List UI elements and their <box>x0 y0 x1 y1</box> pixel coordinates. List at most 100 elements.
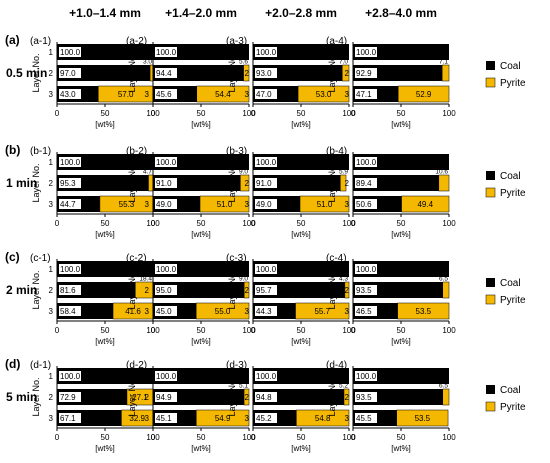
coal-value-box <box>355 392 377 402</box>
y-tick-label: 1 <box>245 372 250 381</box>
x-tick-label: 50 <box>297 433 306 442</box>
panel-label: (b-4) <box>326 146 347 157</box>
coal-value-label: 93.5 <box>356 393 372 402</box>
y-tick-label: 1 <box>145 48 150 57</box>
coal-value-box <box>355 413 377 423</box>
x-axis-label: [wt%] <box>391 337 411 346</box>
panel-label: (b-3) <box>226 146 247 157</box>
coal-value-box <box>59 199 81 209</box>
pyrite-value-label: 54.9 <box>215 414 231 423</box>
panel-b-4: (b-4) 100.0 1 89.4 10.6 2 50.6 49.4 3 0 50 100 [wt%]… <box>326 146 456 239</box>
column-title-4: +2.8–4.0 mm <box>365 6 437 20</box>
legend-pyrite-label: Pyrite <box>500 402 526 413</box>
x-tick-label: 100 <box>146 326 160 335</box>
coal-value-box <box>255 47 277 57</box>
coal-value-box <box>355 68 377 78</box>
x-tick-label: 100 <box>146 109 160 118</box>
coal-value-label: 100.0 <box>156 48 177 57</box>
coal-value-label: 46.5 <box>356 307 372 316</box>
x-tick-label: 50 <box>397 109 406 118</box>
y-axis-label: Layer No. <box>227 270 237 309</box>
coal-value-box <box>355 178 377 188</box>
pyrite-bar <box>199 195 250 213</box>
y-tick-label: 2 <box>245 393 250 402</box>
pyrite-value-label: 4.3 <box>339 276 348 283</box>
x-axis-label: [wt%] <box>291 337 311 346</box>
x-tick-label: 100 <box>342 219 356 228</box>
pyrite-value-label: 51.0 <box>217 200 233 209</box>
y-tick-label: 1 <box>145 265 150 274</box>
coal-value-box <box>155 47 177 57</box>
pyrite-value-label: 53.5 <box>415 414 431 423</box>
coal-value-label: 45.1 <box>156 414 172 423</box>
panel-a-3: (a-3) 100.0 1 93.0 7.0 2 47.0 53.0 3 0 50 100 [wt%] L… <box>226 36 356 129</box>
y-tick-label: 2 <box>345 286 350 295</box>
x-tick-label: 50 <box>397 219 406 228</box>
panel-label: (b-1) <box>30 146 51 157</box>
coal-value-box <box>255 68 277 78</box>
coal-value-box <box>255 264 277 274</box>
pyrite-value-label: 27.1 <box>132 393 148 402</box>
y-tick-label: 3 <box>49 200 54 209</box>
pyrite-value-label: 51.0 <box>317 200 333 209</box>
coal-value-box <box>255 285 277 295</box>
legend-4: Coal Pyrite <box>485 385 526 413</box>
row-letter-3: (c) <box>5 250 20 264</box>
pyrite-value-label: 5.9 <box>339 169 348 176</box>
y-tick-label: 2 <box>49 286 54 295</box>
y-tick-label: 2 <box>145 393 150 402</box>
pyrite-bar <box>296 409 350 427</box>
column-title-2: +1.4–2.0 mm <box>165 6 237 20</box>
coal-value-label: 100.0 <box>356 158 377 167</box>
pyrite-bar <box>243 64 250 82</box>
y-tick-label: 2 <box>49 69 54 78</box>
coal-value-box <box>355 47 377 57</box>
coal-value-box <box>355 157 377 167</box>
pyrite-value-label: 57.0 <box>118 90 134 99</box>
coal-value-box <box>59 264 81 274</box>
panel-c-1: (c-1) 100.0 1 81.6 18.4 2 58.4 41.6 3 0 50 100 [wt%]… <box>30 253 160 346</box>
y-tick-label: 2 <box>49 393 54 402</box>
coal-value-label: 95.3 <box>60 179 76 188</box>
row-time-2: 1 min <box>6 176 37 190</box>
x-axis-label: [wt%] <box>191 120 211 129</box>
pyrite-value-label: 5.2 <box>339 383 348 390</box>
y-tick-label: 1 <box>49 48 54 57</box>
panel-label: (a-1) <box>30 36 51 47</box>
panel-b-3: (b-3) 100.0 1 91.0 5.9 2 49.0 51.0 3 0 50 100 [wt%] L… <box>226 146 356 239</box>
y-axis-label: Layer No. <box>31 163 41 202</box>
coal-value-box <box>355 371 377 381</box>
pyrite-bar <box>397 85 450 103</box>
panel-label: (d-1) <box>30 360 51 371</box>
coal-value-label: 100.0 <box>356 372 377 381</box>
pyrite-bar <box>401 195 450 213</box>
pyrite-value-label: 55.3 <box>119 200 135 209</box>
legend-coal-swatch <box>486 171 495 180</box>
y-tick-label: 2 <box>345 393 350 402</box>
y-tick-label: 3 <box>49 414 54 423</box>
coal-value-box <box>59 371 81 381</box>
x-axis-label: [wt%] <box>291 230 311 239</box>
y-axis-label: Layer No. <box>127 377 137 416</box>
pyrite-value-label: 6.5 <box>439 383 448 390</box>
coal-value-label: 44.7 <box>60 200 76 209</box>
y-tick-label: 3 <box>345 90 350 99</box>
pyrite-value-label: 5.1 <box>239 383 248 390</box>
coal-value-label: 100.0 <box>256 158 277 167</box>
pyrite-value-label: 49.4 <box>417 200 433 209</box>
x-tick-label: 50 <box>297 109 306 118</box>
legend-3: Coal Pyrite <box>485 278 526 306</box>
x-tick-label: 0 <box>55 109 60 118</box>
coal-value-box <box>155 285 177 295</box>
row-letter-1: (a) <box>5 33 20 47</box>
x-tick-label: 100 <box>146 219 160 228</box>
pyrite-value-label: 55.0 <box>215 307 231 316</box>
coal-value-label: 94.9 <box>156 393 172 402</box>
legend-coal-label: Coal <box>500 278 521 289</box>
panel-label: (a-2) <box>126 36 147 47</box>
y-tick-label: 1 <box>245 265 250 274</box>
coal-value-label: 100.0 <box>60 372 81 381</box>
y-tick-label: 3 <box>245 200 250 209</box>
coal-value-label: 67.1 <box>60 414 76 423</box>
coal-value-label: 47.0 <box>256 90 272 99</box>
